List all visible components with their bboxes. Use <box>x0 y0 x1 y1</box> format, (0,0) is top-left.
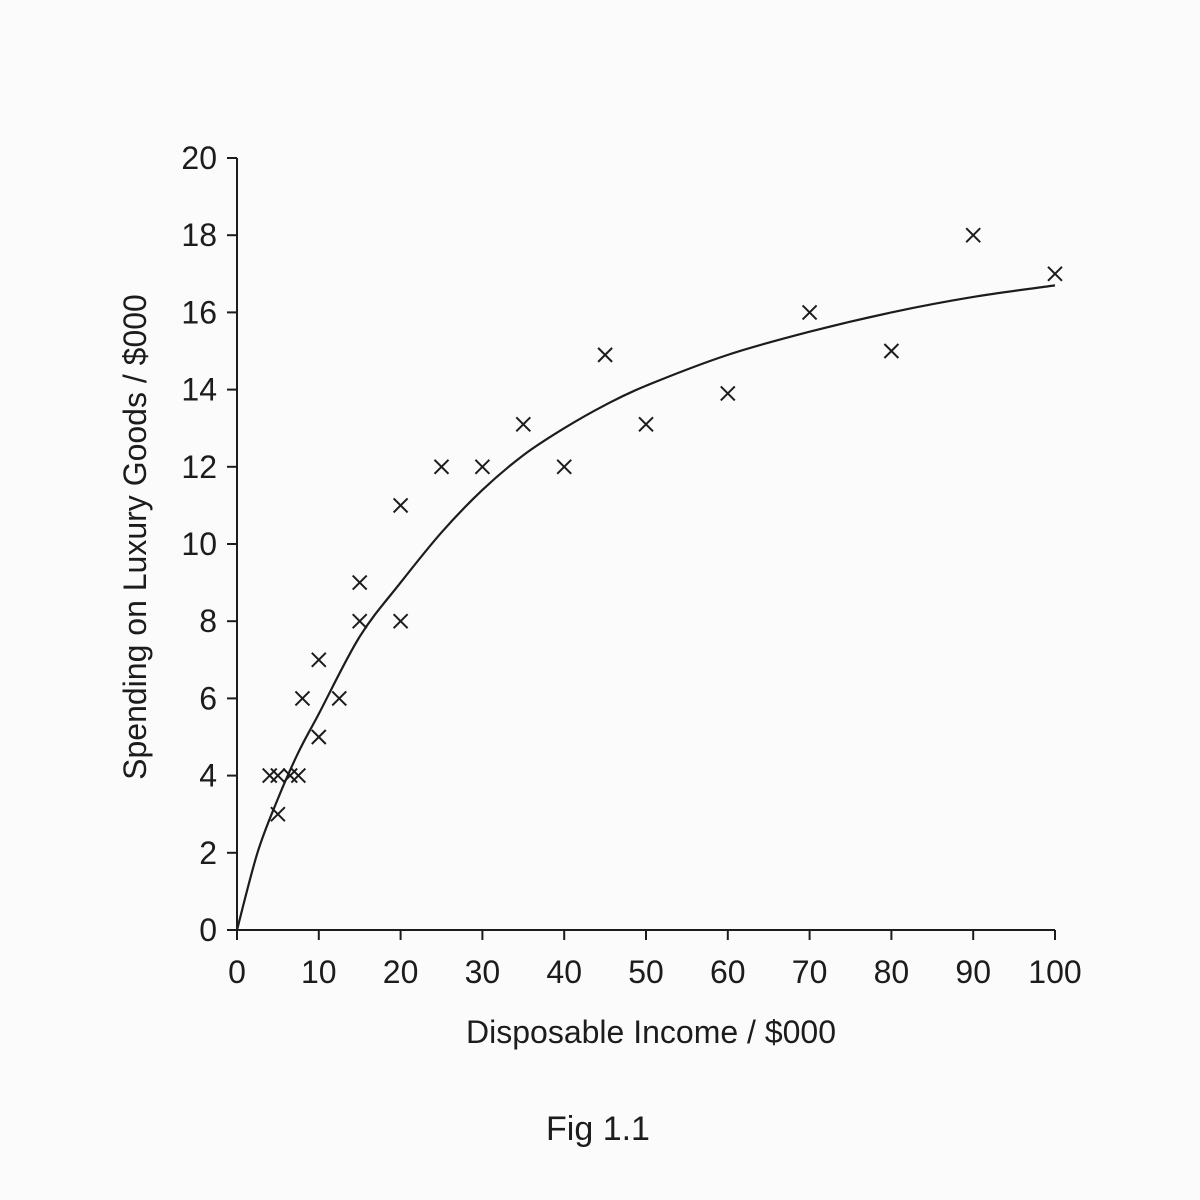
data-point <box>720 385 736 402</box>
data-point-stroke <box>720 385 736 402</box>
data-point <box>433 459 450 475</box>
y-tick-label: 4 <box>199 758 217 794</box>
x-tick-label: 90 <box>955 954 991 990</box>
x-tick-label: 50 <box>628 954 664 990</box>
data-point-stroke <box>331 690 347 707</box>
data-point-stroke <box>392 613 409 629</box>
y-axis-ticks: 0 2 4 6 8 10 12 14 16 18 20 <box>181 140 237 948</box>
x-tick-label: 0 <box>228 954 246 990</box>
data-point-stroke <box>311 729 327 745</box>
data-point <box>965 227 981 243</box>
data-point-stroke <box>638 416 654 433</box>
x-tick-label: 30 <box>465 954 501 990</box>
data-point <box>290 767 307 784</box>
y-tick-label: 14 <box>181 372 217 408</box>
data-point <box>597 347 613 363</box>
data-point-stroke <box>351 574 368 591</box>
data-point <box>262 767 278 784</box>
data-point <box>351 613 368 629</box>
data-point <box>515 416 532 433</box>
data-point-stroke <box>433 459 450 475</box>
x-tick-label: 40 <box>546 954 582 990</box>
data-point <box>474 459 491 475</box>
y-tick-label: 16 <box>181 294 217 330</box>
data-point-stroke <box>1047 266 1063 282</box>
data-point-stroke <box>392 497 409 514</box>
data-point-stroke <box>294 690 311 707</box>
data-point <box>331 690 347 707</box>
data-point <box>556 459 572 475</box>
x-tick-label: 20 <box>383 954 419 990</box>
data-point <box>311 729 327 745</box>
data-point <box>311 652 327 668</box>
trend-curve <box>235 284 1056 931</box>
data-point <box>294 690 311 707</box>
y-tick-label: 18 <box>181 217 217 253</box>
data-point <box>351 574 368 591</box>
y-tick-label: 12 <box>181 449 217 485</box>
y-tick-label: 10 <box>181 526 217 562</box>
x-tick-label: 70 <box>792 954 828 990</box>
axes <box>236 158 1055 931</box>
data-point-stroke <box>515 416 532 433</box>
y-tick-label: 8 <box>199 603 217 639</box>
data-point-stroke <box>556 459 572 475</box>
data-point <box>270 767 286 784</box>
data-point-stroke <box>290 767 307 784</box>
data-point <box>392 497 409 514</box>
x-tick-label: 60 <box>710 954 746 990</box>
data-point-stroke <box>311 652 327 668</box>
figure-caption: Fig 1.1 <box>546 1110 650 1148</box>
data-point-stroke <box>270 767 286 784</box>
x-axis-title: Disposable Income / $000 <box>466 1014 836 1050</box>
y-tick-label: 6 <box>199 680 217 716</box>
data-point-stroke <box>474 459 491 475</box>
data-point <box>638 416 654 433</box>
data-point-stroke <box>883 343 900 359</box>
data-point <box>801 304 818 321</box>
data-point-stroke <box>351 613 368 629</box>
y-tick-label: 20 <box>181 140 217 176</box>
y-axis-title: Spending on Luxury Goods / $000 <box>117 294 153 780</box>
x-axis-ticks: 0 10 20 30 40 50 60 70 80 90 100 <box>228 930 1082 990</box>
data-point-stroke <box>270 806 286 822</box>
data-point-stroke <box>801 304 818 321</box>
x-tick-label: 10 <box>301 954 337 990</box>
data-point <box>270 806 286 822</box>
data-points <box>262 227 1063 822</box>
y-tick-label: 0 <box>199 912 217 948</box>
x-tick-label: 100 <box>1028 954 1081 990</box>
data-point <box>883 343 900 359</box>
data-point <box>392 613 409 629</box>
y-tick-label: 2 <box>199 835 217 871</box>
x-tick-label: 80 <box>874 954 910 990</box>
data-point <box>1047 266 1063 282</box>
data-point-stroke <box>597 347 613 363</box>
data-point-stroke <box>965 227 981 243</box>
